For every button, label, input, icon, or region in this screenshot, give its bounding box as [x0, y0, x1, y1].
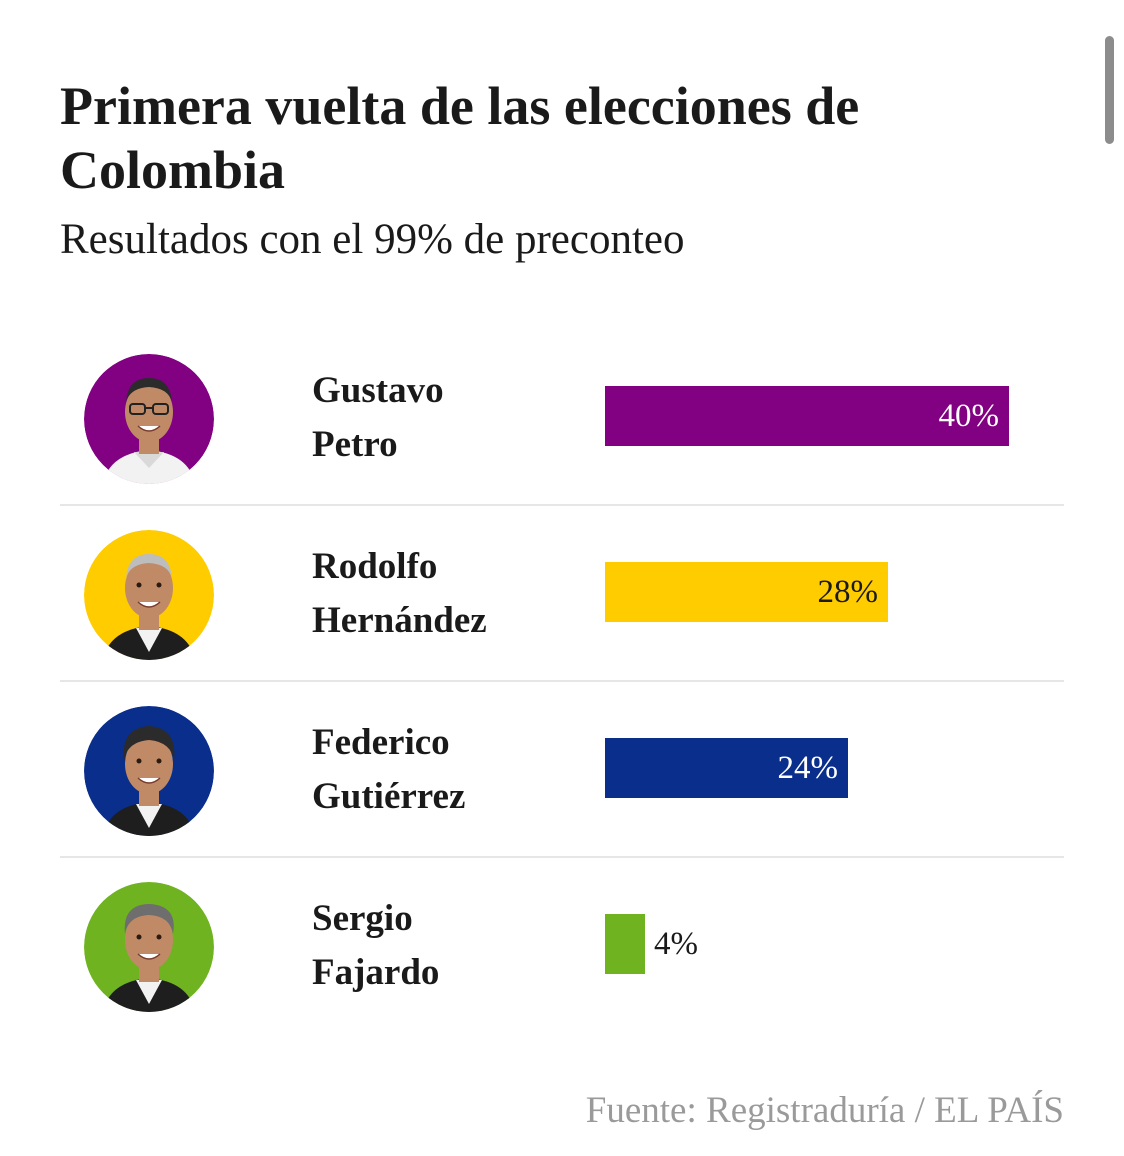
- chart-title: Primera vuelta de las elecciones de Colo…: [60, 76, 860, 200]
- results-list: Gustavo Petro 40% Rodolfo Hernández 28% Federi…: [60, 330, 1064, 1032]
- bar-value-label: 4%: [654, 926, 698, 962]
- candidate-name: Sergio Fajardo: [312, 892, 592, 1000]
- bar: [605, 914, 645, 974]
- source-note: Fuente: Registraduría / EL PAÍS: [585, 1090, 1064, 1131]
- candidate-photo: [84, 354, 214, 484]
- bar-track: 4%: [605, 914, 1060, 974]
- bar-value-label: 28%: [817, 574, 879, 610]
- candidate-name: Federico Gutiérrez: [312, 716, 592, 824]
- candidate-avatar: [84, 354, 214, 484]
- candidate-name-line1: Gustavo: [312, 370, 444, 411]
- candidate-avatar: [84, 706, 214, 836]
- bar-track: 40%: [605, 386, 1060, 446]
- candidate-name-line2: Gutiérrez: [312, 776, 466, 817]
- bar: [605, 386, 1009, 446]
- candidate-photo: [84, 706, 214, 836]
- candidate-name-line2: Hernández: [312, 600, 487, 641]
- candidate-photo: [84, 882, 214, 1012]
- bar-track: 28%: [605, 562, 1060, 622]
- candidate-name-line1: Rodolfo: [312, 546, 438, 587]
- candidate-avatar: [84, 530, 214, 660]
- chart-subtitle: Resultados con el 99% de preconteo: [60, 216, 685, 263]
- candidate-row: Sergio Fajardo 4%: [60, 858, 1064, 1032]
- bar-track: 24%: [605, 738, 1060, 798]
- bar-value-label: 40%: [938, 398, 1000, 434]
- candidate-row: Gustavo Petro 40%: [60, 330, 1064, 506]
- bar-value-label: 24%: [777, 750, 839, 786]
- candidate-name: Rodolfo Hernández: [312, 540, 592, 648]
- bar: [605, 562, 888, 622]
- candidate-avatar: [84, 882, 214, 1012]
- candidate-name: Gustavo Petro: [312, 364, 592, 472]
- candidate-row: Rodolfo Hernández 28%: [60, 506, 1064, 682]
- candidate-name-line1: Federico: [312, 722, 450, 763]
- candidate-name-line2: Petro: [312, 424, 398, 465]
- candidate-photo: [84, 530, 214, 660]
- candidate-name-line1: Sergio: [312, 898, 413, 939]
- candidate-row: Federico Gutiérrez 24%: [60, 682, 1064, 858]
- candidate-name-line2: Fajardo: [312, 952, 440, 993]
- bar: [605, 738, 848, 798]
- page-scrollbar[interactable]: [1105, 36, 1114, 144]
